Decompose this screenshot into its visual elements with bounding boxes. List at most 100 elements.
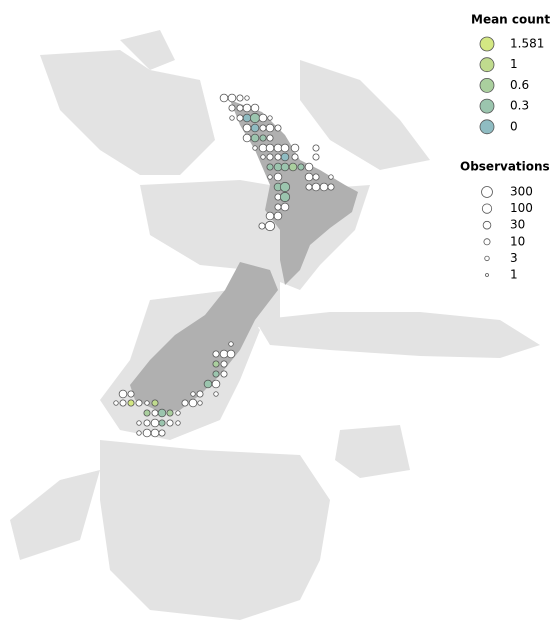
legend-swatch [485, 273, 489, 277]
observation-point [266, 134, 274, 142]
legend-label: 300 [510, 185, 533, 199]
legend-label: 100 [510, 201, 533, 215]
observation-point [266, 153, 274, 161]
observation-point [136, 420, 142, 426]
observation-point [273, 162, 283, 172]
observation-point [279, 191, 291, 203]
legend-swatch [479, 57, 495, 73]
observation-point [219, 349, 229, 359]
observation-point [196, 390, 204, 398]
observation-point [264, 220, 276, 232]
observations [113, 93, 335, 438]
observation-point [113, 400, 119, 406]
observation-point [212, 350, 220, 358]
observation-point [166, 409, 174, 417]
observation-point [157, 408, 167, 418]
observation-point [259, 124, 267, 132]
legend-label: 1 [510, 57, 518, 71]
observation-point [311, 182, 321, 192]
observation-point [279, 181, 291, 193]
observation-point [273, 211, 283, 221]
observation-point [127, 390, 135, 398]
legend-label: 0.3 [510, 99, 529, 113]
observation-point [312, 153, 320, 161]
observation-point [290, 143, 300, 153]
observation-point [274, 153, 282, 161]
observation-point [143, 419, 151, 427]
legend-swatch [482, 220, 492, 230]
observation-point [273, 172, 283, 182]
observation-point [288, 162, 298, 172]
observation-point [236, 114, 244, 122]
legend-label: 0 [510, 119, 518, 133]
observation-point [242, 113, 252, 123]
legend-swatch [479, 98, 495, 114]
observation-point [118, 389, 128, 399]
legend-swatch [481, 186, 493, 198]
observation-point [151, 399, 159, 407]
observation-point [211, 379, 221, 389]
observation-point [212, 370, 220, 378]
observation-point [142, 428, 152, 438]
observation-point [297, 163, 305, 171]
legend-swatch [479, 36, 495, 52]
legend-title: Mean count [471, 13, 550, 27]
observation-point [242, 133, 252, 143]
legend-swatch [479, 119, 495, 135]
observation-point [220, 360, 228, 368]
legend-label: 1.581 [510, 37, 544, 51]
land [10, 30, 540, 620]
observation-point [274, 203, 282, 211]
observation-point [242, 103, 252, 113]
observation-point [266, 163, 274, 171]
observation-point [312, 144, 320, 152]
observation-point [229, 115, 235, 121]
observation-point [228, 341, 234, 347]
observation-point [259, 134, 267, 142]
legend-label: 30 [510, 218, 525, 232]
observation-point [304, 162, 314, 172]
legend-swatch [481, 203, 493, 214]
observation-point [220, 370, 228, 378]
observation-point [212, 360, 220, 368]
observation-point [227, 93, 237, 103]
observation-point [181, 399, 189, 407]
observation-point [236, 104, 244, 112]
observation-point [280, 202, 290, 212]
observation-point [203, 379, 213, 389]
observation-point [158, 429, 166, 437]
observation-point [197, 400, 203, 406]
observation-point [219, 93, 229, 103]
observation-point [249, 112, 261, 124]
observation-point [260, 154, 266, 160]
legend-label: 10 [510, 234, 525, 248]
observation-point [258, 222, 266, 230]
observation-point [158, 419, 166, 427]
observation-point [280, 152, 290, 162]
observation-point [226, 349, 236, 359]
observation-point [175, 410, 181, 416]
observation-point [143, 409, 151, 417]
observation-point [265, 143, 275, 153]
observation-point [267, 115, 273, 121]
observation-point [280, 143, 290, 153]
observation-point [188, 398, 198, 408]
observation-point [175, 420, 181, 426]
observation-point [258, 143, 268, 153]
observation-point [312, 173, 320, 181]
observation-point [304, 172, 314, 182]
observation-point [258, 113, 268, 123]
legend-swatch [484, 255, 490, 262]
observation-point [250, 103, 260, 113]
observation-point [274, 124, 282, 132]
observation-point [228, 104, 236, 112]
observation-point [273, 143, 283, 153]
legend-swatch [483, 238, 491, 246]
observation-point [119, 399, 127, 407]
observation-point [136, 430, 142, 436]
legend-label: 3 [510, 251, 518, 265]
observation-point [328, 174, 334, 180]
observation-point [135, 399, 143, 407]
observation-point [327, 183, 335, 191]
observation-point [190, 391, 196, 397]
